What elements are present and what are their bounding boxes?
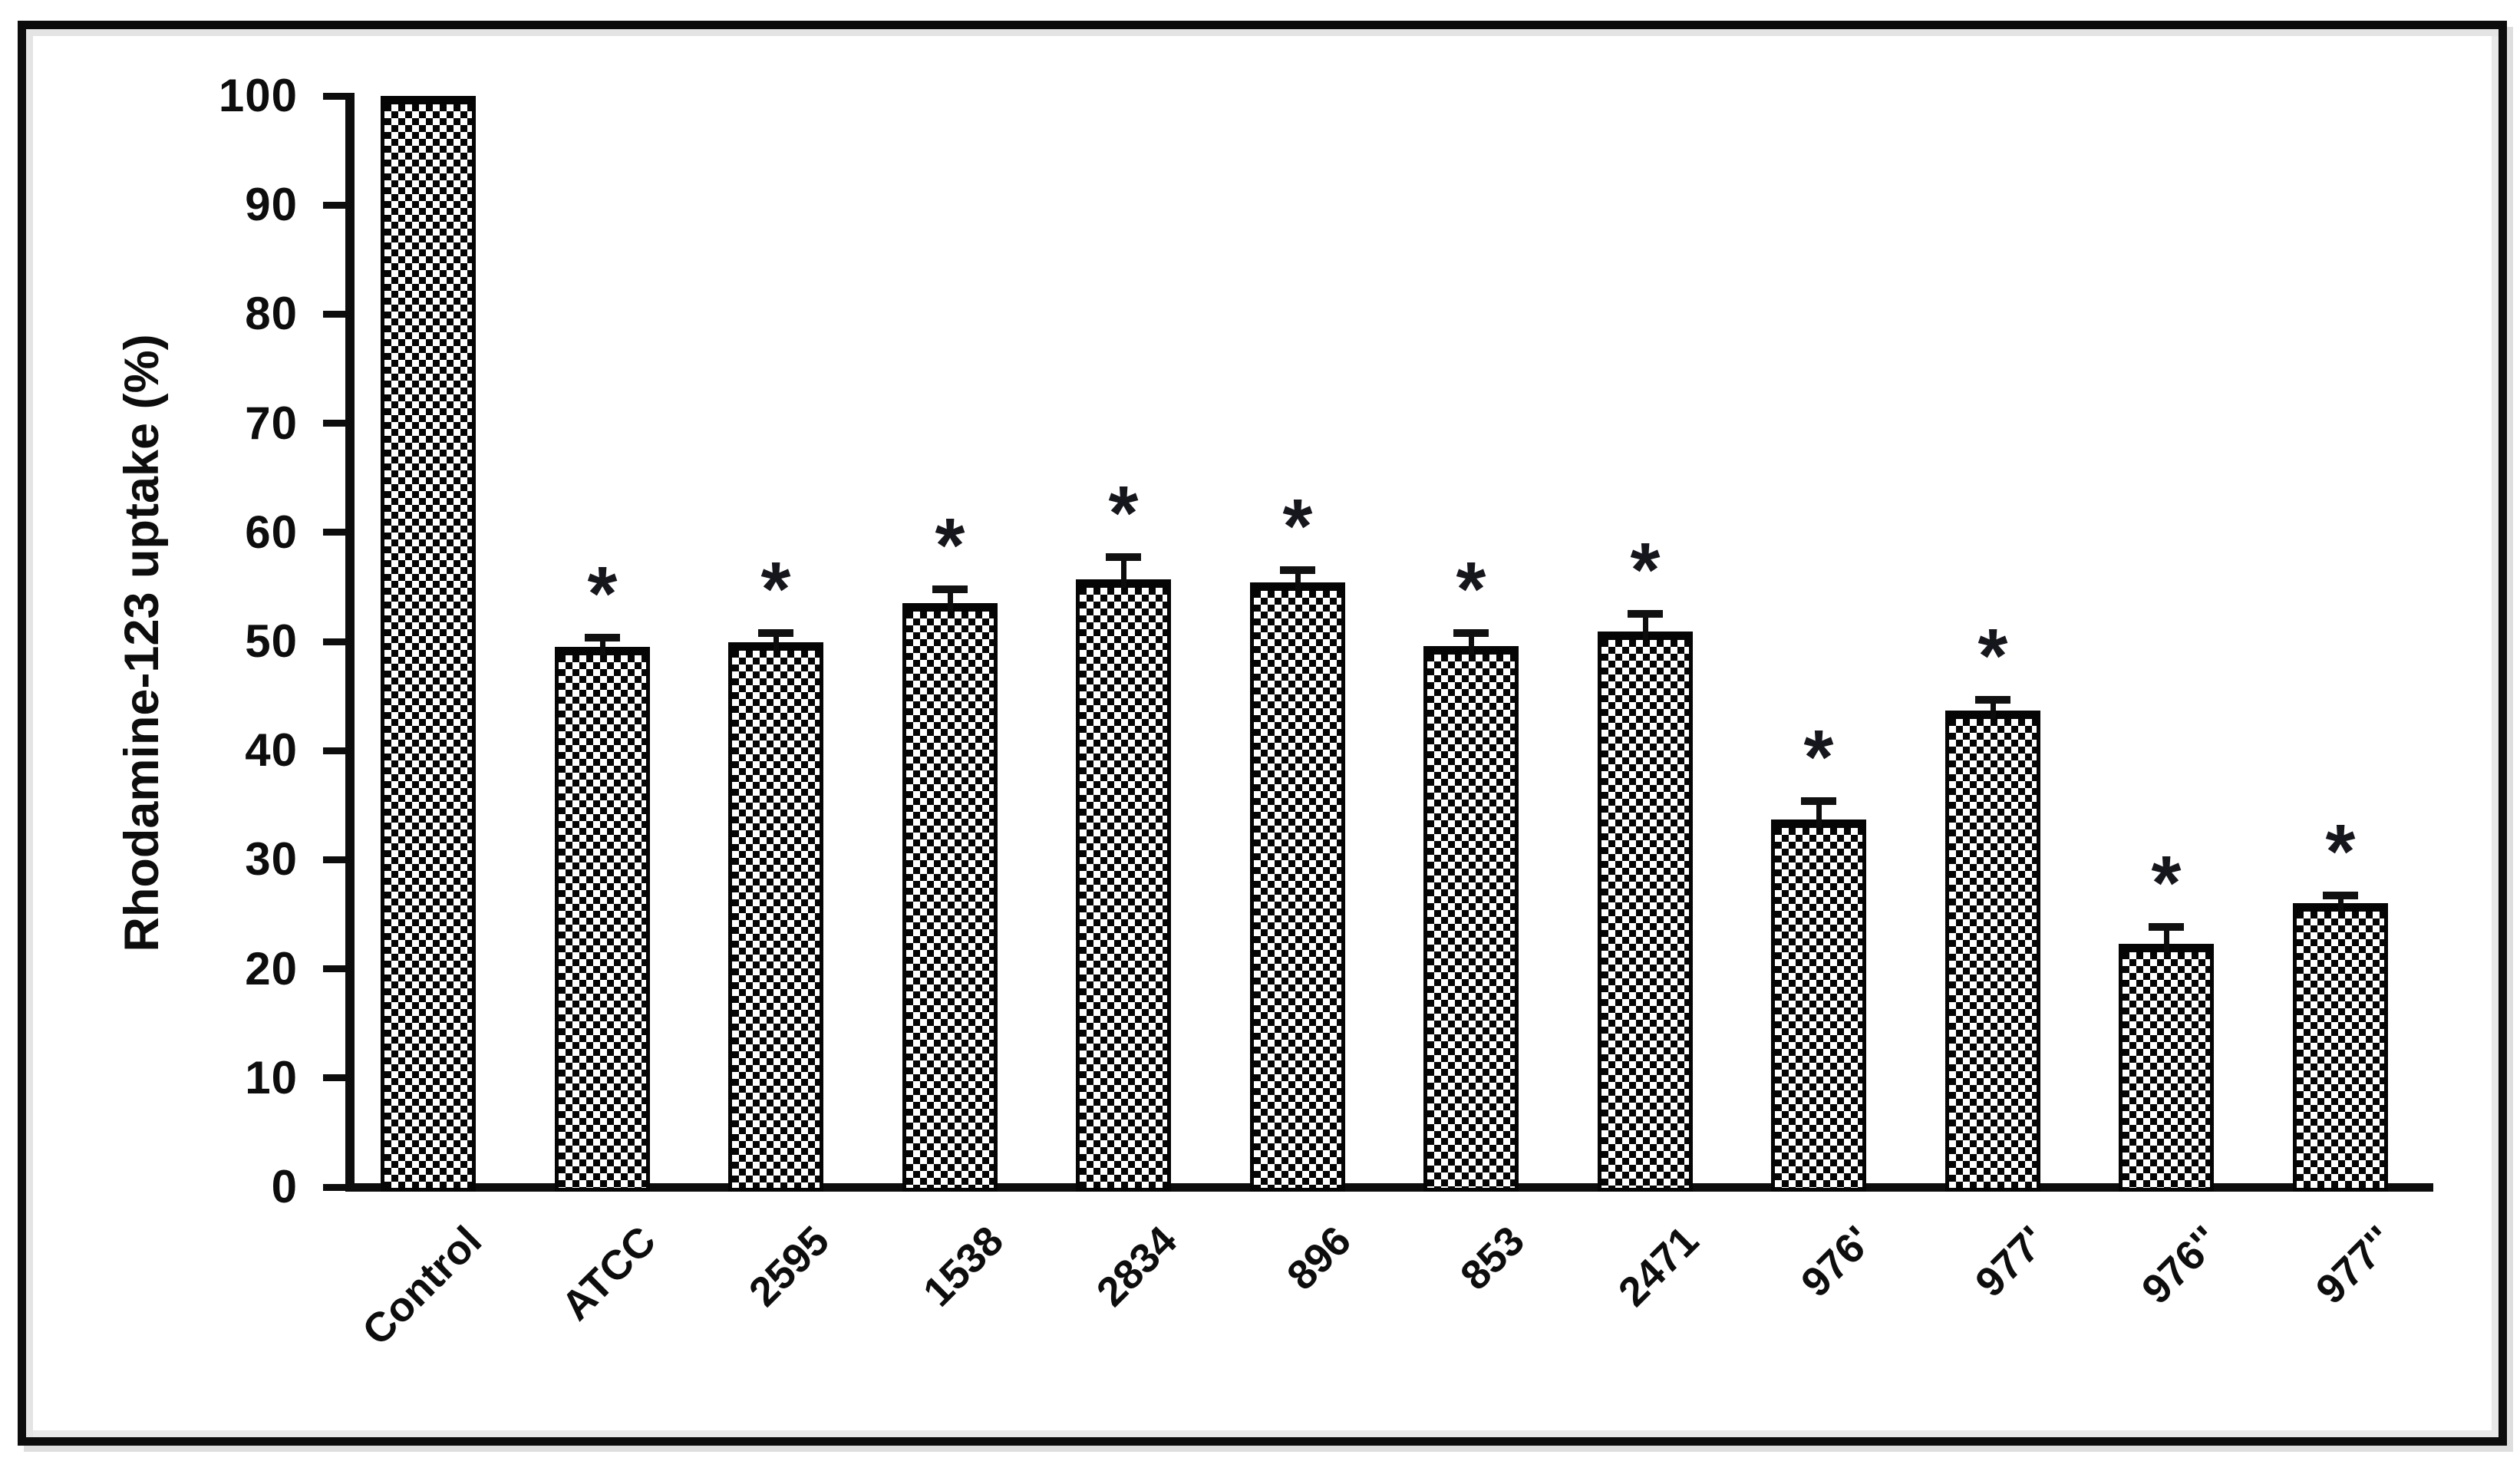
significance-asterisk: * — [1803, 714, 1834, 800]
error-bar-stem — [2164, 931, 2169, 952]
error-bar-cap — [1453, 629, 1489, 637]
y-tick — [323, 420, 345, 427]
significance-asterisk: * — [2151, 840, 2182, 926]
y-tick — [323, 93, 345, 100]
bar — [1945, 711, 2040, 1192]
y-tick — [323, 311, 345, 318]
error-bar-cap — [2323, 892, 2358, 899]
error-bar-cap — [1106, 553, 1141, 561]
bar — [728, 642, 823, 1192]
y-tick-label: 20 — [245, 943, 298, 994]
figure-border — [18, 21, 2507, 1446]
y-tick-label: 100 — [218, 70, 298, 121]
y-tick-label: 50 — [245, 615, 298, 667]
y-tick-label: 60 — [245, 506, 298, 558]
x-axis-line — [345, 1183, 2433, 1192]
error-bar-cap — [758, 629, 793, 637]
error-bar-stem — [948, 593, 953, 612]
error-bar-stem — [2338, 899, 2344, 912]
error-bar-stem — [1295, 574, 1301, 591]
bar — [2293, 903, 2388, 1192]
significance-asterisk: * — [1977, 613, 2008, 699]
y-tick-label: 0 — [271, 1161, 298, 1212]
error-bar-cap — [932, 585, 968, 593]
y-tick-label: 10 — [245, 1052, 298, 1103]
error-bar-stem — [1643, 618, 1648, 640]
bar — [1771, 820, 1866, 1192]
significance-asterisk: * — [760, 546, 791, 632]
significance-asterisk: * — [935, 503, 965, 589]
bar — [1250, 582, 1345, 1192]
y-axis-line — [345, 93, 355, 1192]
bar — [381, 96, 476, 1192]
error-bar-stem — [1469, 637, 1474, 655]
significance-asterisk: * — [1108, 470, 1139, 556]
error-bar-stem — [1816, 805, 1822, 828]
error-bar-cap — [585, 634, 620, 641]
error-bar-cap — [1628, 610, 1663, 618]
error-bar-cap — [1280, 566, 1315, 574]
y-tick — [323, 965, 345, 972]
bar — [555, 647, 650, 1192]
y-tick-label: 90 — [245, 179, 298, 230]
y-tick-label: 40 — [245, 724, 298, 776]
error-bar-cap — [2149, 923, 2184, 931]
bar — [1423, 646, 1519, 1192]
y-tick — [323, 202, 345, 209]
bar — [1076, 579, 1171, 1192]
y-tick — [323, 747, 345, 754]
significance-asterisk: * — [1282, 483, 1313, 569]
bar — [2119, 944, 2214, 1192]
error-bar-stem — [1121, 561, 1126, 588]
bar — [1598, 632, 1693, 1192]
y-tick — [323, 1184, 345, 1191]
error-bar-stem — [600, 641, 605, 655]
significance-asterisk: * — [1456, 546, 1486, 632]
error-bar-cap — [1801, 797, 1836, 805]
y-tick-label: 70 — [245, 397, 298, 449]
error-bar-cap — [1975, 696, 2010, 704]
error-bar-stem — [773, 637, 779, 651]
error-bar-stem — [1991, 704, 1996, 719]
y-tick — [323, 529, 345, 536]
significance-asterisk: * — [1630, 527, 1661, 613]
y-tick-label: 30 — [245, 833, 298, 885]
y-tick-label: 80 — [245, 288, 298, 339]
significance-asterisk: * — [587, 551, 618, 637]
bar — [902, 603, 998, 1192]
y-tick — [323, 1074, 345, 1081]
y-tick — [323, 638, 345, 645]
y-tick — [323, 856, 345, 863]
significance-asterisk: * — [2325, 809, 2356, 895]
